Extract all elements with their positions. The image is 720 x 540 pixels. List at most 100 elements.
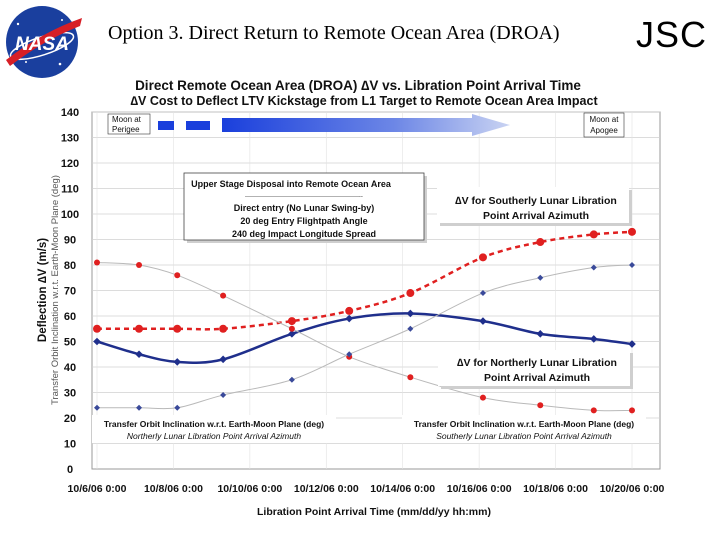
data-point <box>536 330 545 338</box>
data-point <box>220 392 227 399</box>
chart-subtitle: ∆V Cost to Deflect LTV Kickstage from L1… <box>130 94 598 108</box>
y-tick-label: 70 <box>64 286 76 298</box>
nasa-logo: NASA <box>6 6 82 78</box>
moon-perigee-line2: Perigee <box>112 125 140 134</box>
data-point <box>478 253 487 262</box>
data-point <box>345 306 354 315</box>
y-tick-label: 40 <box>64 362 76 374</box>
data-point <box>589 230 598 239</box>
data-point <box>589 335 598 343</box>
moon-apogee-line2: Apogee <box>590 126 618 135</box>
org-label: JSC <box>636 14 708 55</box>
south-dv-label-line1: ∆V for Southerly Lunar Libration <box>455 195 617 207</box>
y-axis-label: Deflection ∆V (m/s) <box>37 238 49 342</box>
series-0 <box>93 227 636 333</box>
y-axis-label-secondary: Transfer Orbit Inclination w.r.t. Earth-… <box>50 175 61 405</box>
logo-vector <box>6 18 82 66</box>
north-dv-label-line1: ∆V for Northerly Lunar Libration <box>457 357 617 369</box>
data-point <box>93 337 101 346</box>
data-point <box>220 292 227 299</box>
data-point <box>407 325 414 332</box>
arrow-dash-1 <box>158 121 174 130</box>
disposal-box-rule: ----------------------------------------… <box>245 194 363 200</box>
y-tick-label: 90 <box>64 235 76 247</box>
data-point <box>219 324 228 333</box>
incl-north-label-line2: Northerly Lunar Libration Point Arrival … <box>127 431 301 441</box>
moon-apogee-line1: Moon at <box>590 115 620 124</box>
data-point <box>346 351 353 358</box>
data-point <box>537 402 544 409</box>
incl-north-label-line1: Transfer Orbit Inclination w.r.t. Earth-… <box>104 419 324 429</box>
logo-text: NASA <box>15 34 69 55</box>
y-tick-labels: 0 10 20 30 40 50 60 70 80 90 100 110 120 130 140 <box>61 107 79 476</box>
north-dv-label-line2: Point Arrival Azimuth <box>484 372 590 384</box>
disposal-box-line2: 20 deg Entry Flightpath Angle <box>240 216 367 226</box>
x-tick-labels: 10/6/06 0:00 10/8/06 0:00 10/10/06 0:00 10/… <box>68 483 665 495</box>
series-layer <box>93 227 636 414</box>
data-point <box>288 325 295 332</box>
data-point <box>345 314 354 323</box>
x-tick-label: 10/10/06 0:00 <box>217 483 282 495</box>
disposal-box-line1: Direct entry (No Lunar Swing-by) <box>234 203 375 213</box>
x-axis-label: Libration Point Arrival Time (mm/dd/yy h… <box>257 506 491 518</box>
data-point <box>288 330 296 338</box>
data-point <box>174 404 181 411</box>
series-1 <box>93 309 636 366</box>
x-tick-label: 10/12/06 0:00 <box>294 483 359 495</box>
y-tick-label: 110 <box>61 184 79 196</box>
disposal-box-title: Upper Stage Disposal into Remote Ocean A… <box>191 179 392 189</box>
data-point <box>590 407 597 414</box>
incl-north-label-box <box>92 415 336 443</box>
data-point <box>628 340 636 348</box>
data-point <box>94 404 100 411</box>
disposal-box-line3: 240 deg Impact Longitude Spread <box>232 229 376 239</box>
y-tick-label: 130 <box>61 133 79 145</box>
data-point <box>288 376 295 383</box>
x-tick-label: 10/16/06 0:00 <box>447 483 512 495</box>
data-point <box>219 355 227 364</box>
moon-perigee-box <box>107 113 151 135</box>
data-point <box>479 290 486 297</box>
chart: 0 10 20 30 40 50 60 70 80 90 100 110 120 130 140 10/6/… <box>37 78 665 518</box>
data-point <box>536 238 545 247</box>
perigee-to-apogee-arrow <box>222 114 510 136</box>
y-tick-label: 120 <box>61 158 79 170</box>
y-tick-label: 50 <box>64 337 76 349</box>
x-tick-label: 10/6/06 0:00 <box>68 483 127 495</box>
data-point <box>136 262 143 268</box>
arrow-dash-2 <box>186 121 210 130</box>
data-point <box>174 272 181 279</box>
moon-perigee-line1: Moon at <box>112 115 142 124</box>
chart-title: Direct Remote Ocean Area (DROA) ∆V vs. L… <box>135 78 581 93</box>
incl-south-label-line2: Southerly Lunar Libration Point Arrival … <box>436 431 612 441</box>
x-tick-label: 10/8/06 0:00 <box>144 483 203 495</box>
y-tick-label: 0 <box>67 464 73 476</box>
slide-title: Option 3. Direct Return to Remote Ocean … <box>108 22 560 44</box>
incl-south-label-box <box>402 415 646 443</box>
y-tick-label: 10 <box>64 439 76 451</box>
series-3 <box>94 262 635 411</box>
data-point <box>136 404 143 411</box>
data-point <box>94 259 100 266</box>
y-tick-label: 140 <box>61 107 79 119</box>
y-tick-label: 60 <box>64 311 76 323</box>
data-point <box>479 317 487 325</box>
data-point <box>629 262 635 268</box>
x-tick-label: 10/14/06 0:00 <box>370 483 435 495</box>
data-point <box>629 407 635 414</box>
disposal-box <box>183 172 425 241</box>
x-tick-label: 10/20/06 0:00 <box>600 483 665 495</box>
y-tick-label: 20 <box>64 413 76 425</box>
data-point <box>407 374 414 381</box>
data-point <box>406 309 415 318</box>
data-point <box>590 264 597 271</box>
south-dv-label-line2: Point Arrival Azimuth <box>483 210 589 222</box>
incl-south-label-line1: Transfer Orbit Inclination w.r.t. Earth-… <box>414 419 634 429</box>
data-point <box>173 358 182 366</box>
x-tick-label: 10/18/06 0:00 <box>523 483 588 495</box>
data-point <box>287 317 296 326</box>
data-point <box>628 227 636 236</box>
south-dv-label-box <box>437 187 629 223</box>
data-point <box>93 324 101 333</box>
moon-apogee-box <box>583 112 625 138</box>
